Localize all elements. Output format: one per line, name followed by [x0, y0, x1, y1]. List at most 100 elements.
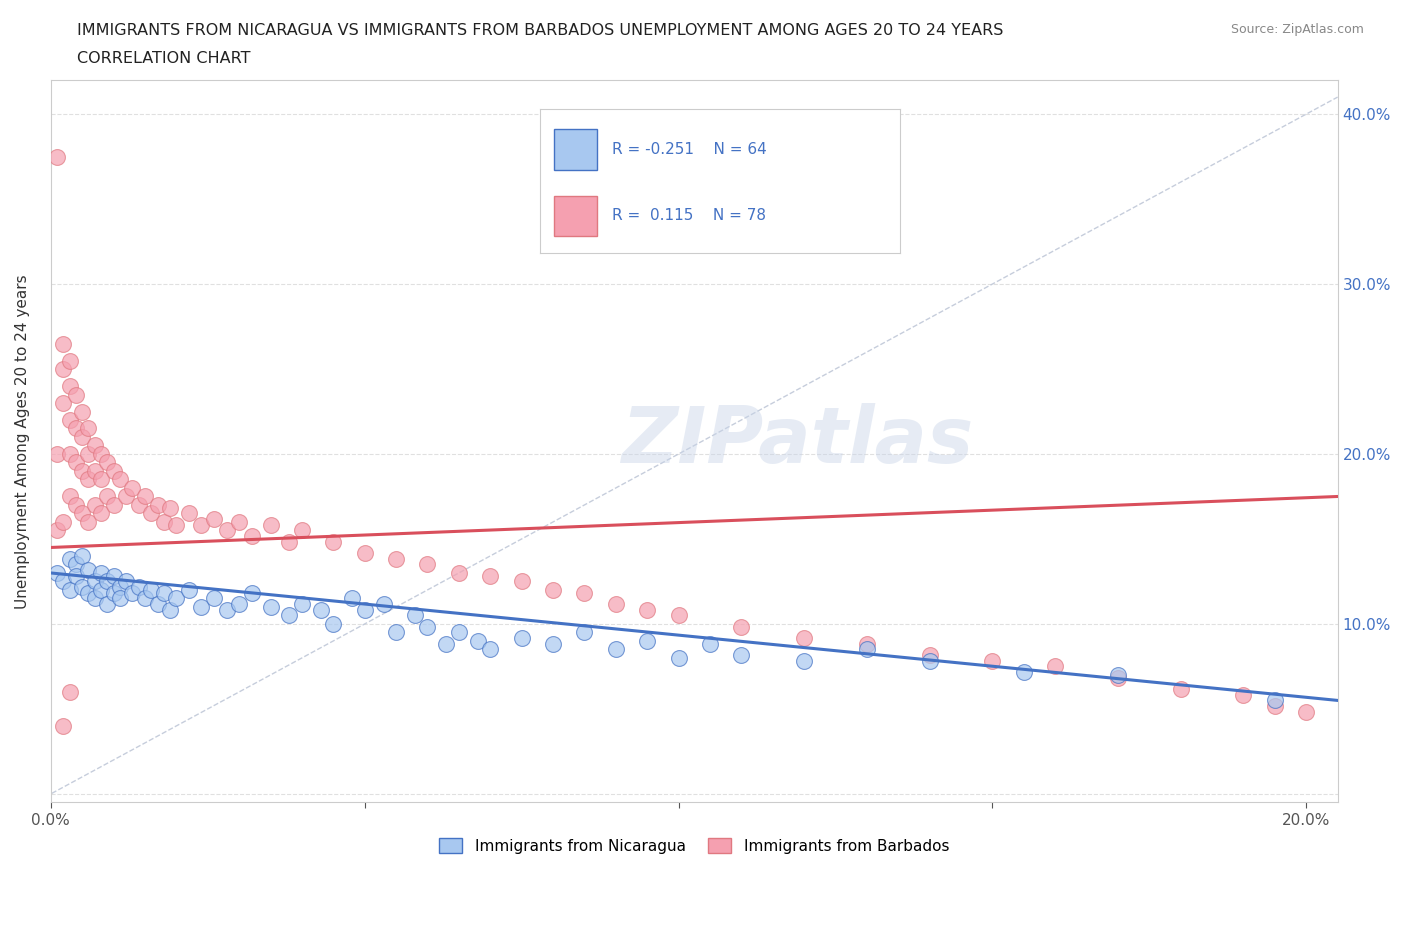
Point: [96, 489, 118, 504]
Point: [70, 549, 93, 564]
Point: [918, 654, 941, 669]
Point: [1264, 698, 1286, 713]
Point: [416, 557, 439, 572]
Point: [59, 353, 82, 368]
Point: [52, 514, 75, 529]
Point: [1295, 705, 1317, 720]
Point: [70, 463, 93, 478]
Point: [1170, 681, 1192, 696]
Point: [668, 650, 690, 665]
Point: [70, 506, 93, 521]
Point: [103, 463, 125, 478]
Point: [574, 625, 596, 640]
Point: [59, 413, 82, 428]
Point: [259, 518, 281, 533]
Point: [52, 574, 75, 589]
Point: [115, 489, 138, 504]
Point: [1043, 659, 1066, 674]
Point: [278, 535, 301, 550]
Point: [90, 506, 112, 521]
Point: [146, 596, 169, 611]
Point: [322, 617, 344, 631]
Point: [59, 489, 82, 504]
Point: [65, 498, 87, 512]
Point: [65, 557, 87, 572]
Point: [416, 620, 439, 635]
Point: [215, 523, 238, 538]
Point: [467, 633, 489, 648]
Point: [353, 545, 375, 560]
Point: [77, 472, 100, 487]
Text: IMMIGRANTS FROM NICARAGUA VS IMMIGRANTS FROM BARBADOS UNEMPLOYMENT AMONG AGES 20: IMMIGRANTS FROM NICARAGUA VS IMMIGRANTS …: [77, 23, 1004, 38]
Point: [291, 596, 314, 611]
Point: [52, 362, 75, 377]
Point: [59, 684, 82, 699]
Point: [115, 574, 138, 589]
Point: [65, 421, 87, 436]
Point: [259, 600, 281, 615]
Point: [46, 446, 69, 461]
Point: [190, 600, 212, 615]
Point: [918, 647, 941, 662]
Point: [70, 579, 93, 594]
Y-axis label: Unemployment Among Ages 20 to 24 years: Unemployment Among Ages 20 to 24 years: [15, 274, 30, 608]
Point: [83, 438, 105, 453]
Point: [510, 631, 533, 645]
Point: [141, 506, 163, 521]
Point: [159, 501, 181, 516]
Point: [447, 565, 470, 580]
Point: [541, 582, 564, 597]
Point: [353, 603, 375, 618]
Point: [65, 569, 87, 584]
Point: [134, 489, 156, 504]
Point: [291, 523, 314, 538]
Point: [96, 596, 118, 611]
Point: [128, 498, 150, 512]
Point: [793, 654, 815, 669]
Point: [153, 586, 176, 601]
Point: [159, 603, 181, 618]
Point: [141, 582, 163, 597]
Point: [65, 455, 87, 470]
Point: [59, 446, 82, 461]
Point: [46, 149, 69, 164]
Point: [636, 603, 658, 618]
Point: [309, 603, 332, 618]
Point: [605, 642, 627, 657]
Point: [83, 463, 105, 478]
Point: [121, 481, 143, 496]
Point: [146, 498, 169, 512]
Point: [134, 591, 156, 605]
Point: [636, 633, 658, 648]
Point: [981, 654, 1004, 669]
Point: [90, 472, 112, 487]
Point: [103, 498, 125, 512]
Point: [177, 506, 200, 521]
Point: [479, 642, 502, 657]
Point: [1232, 688, 1254, 703]
Point: [96, 574, 118, 589]
Text: ZIPatlas: ZIPatlas: [621, 404, 973, 479]
Point: [46, 523, 69, 538]
Point: [90, 582, 112, 597]
Point: [59, 582, 82, 597]
Point: [1264, 693, 1286, 708]
Point: [202, 591, 225, 605]
Point: [240, 586, 263, 601]
Point: [447, 625, 470, 640]
Point: [730, 620, 752, 635]
Point: [228, 596, 250, 611]
Point: [128, 579, 150, 594]
Point: [77, 562, 100, 577]
Point: [52, 719, 75, 734]
Text: CORRELATION CHART: CORRELATION CHART: [77, 51, 250, 66]
Point: [70, 404, 93, 418]
Point: [278, 608, 301, 623]
Legend: Immigrants from Nicaragua, Immigrants from Barbados: Immigrants from Nicaragua, Immigrants fr…: [433, 831, 955, 859]
Point: [83, 591, 105, 605]
Point: [165, 518, 187, 533]
Point: [83, 498, 105, 512]
Point: [108, 472, 131, 487]
Point: [322, 535, 344, 550]
Point: [77, 421, 100, 436]
